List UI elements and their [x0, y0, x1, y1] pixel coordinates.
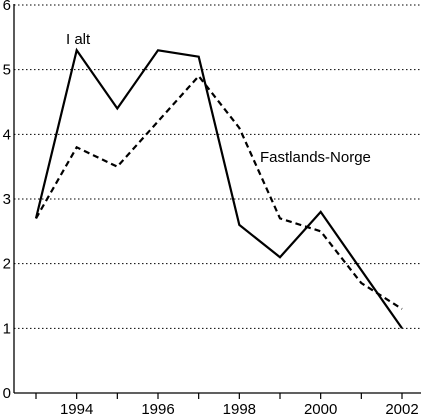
series-line-1	[34, 47, 403, 329]
axes	[13, 4, 421, 399]
y-tick-label-5: 5	[3, 62, 11, 79]
tick-labels: 0 1 2 3 4 5 6 1994 1996 1998 2000 2002	[3, 0, 419, 418]
y-tick-label-1: 1	[3, 320, 11, 337]
y-tick-label-0: 0	[3, 385, 11, 402]
x-tick-label-2000: 2000	[304, 401, 337, 418]
y-tick-label-2: 2	[3, 256, 11, 273]
x-tick-label-2002: 2002	[385, 401, 418, 418]
y-tick-label-6: 6	[3, 0, 11, 14]
series-label-2: Fastlands-Norge	[260, 149, 371, 166]
series-lines	[34, 47, 403, 329]
x-tick-label-1996: 1996	[141, 401, 174, 418]
y-tick-label-3: 3	[3, 191, 11, 208]
x-tick-label-1998: 1998	[223, 401, 256, 418]
series-line-2	[35, 74, 403, 310]
series-label-1: I alt	[66, 31, 91, 48]
x-tick-label-1994: 1994	[60, 401, 93, 418]
series-labels: I alt Fastlands-Norge	[66, 31, 371, 166]
y-tick-label-4: 4	[3, 126, 11, 143]
